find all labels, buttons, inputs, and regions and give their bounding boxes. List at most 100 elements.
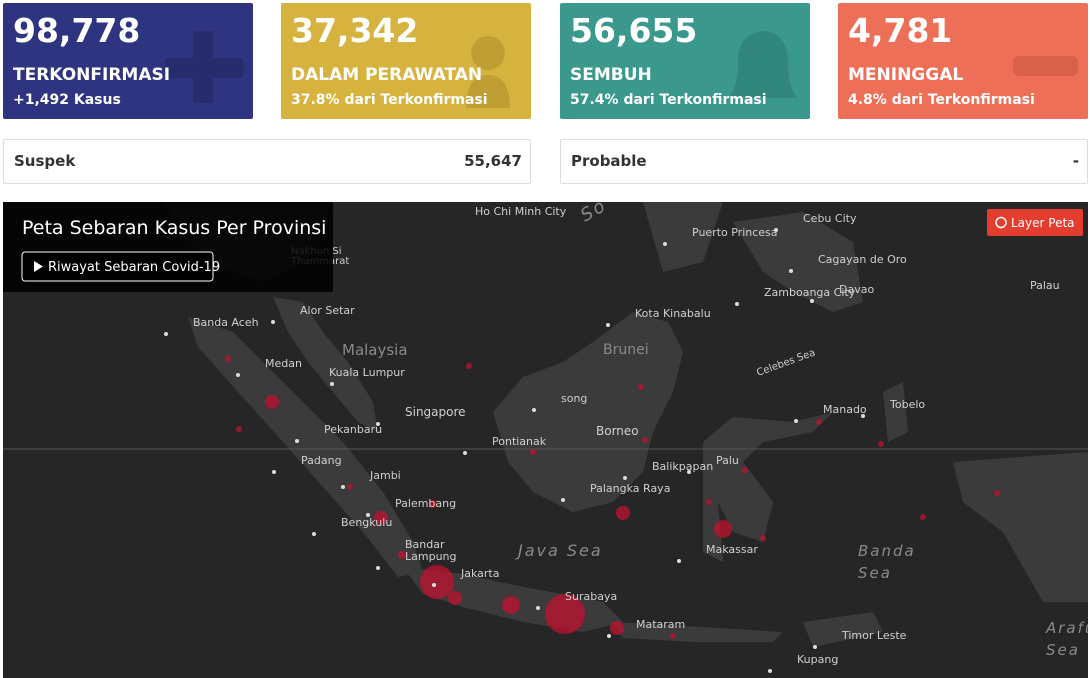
place-dot [677, 559, 681, 563]
place-label: Ho Chi Minh City [475, 205, 567, 218]
place-dot [295, 439, 299, 443]
place-label: Palangka Raya [590, 482, 670, 495]
place-dot [272, 470, 276, 474]
place-dot [532, 408, 536, 412]
place-dot [794, 419, 798, 423]
icon [1013, 56, 1078, 76]
place-dot [768, 669, 772, 673]
card-recovered: 56,655 SEMBUH 57.4% dari Terkonfirmasi [560, 3, 810, 119]
place-label: Kuala Lumpur [329, 366, 405, 379]
sub: 37.8% dari Terkonfirmasi [291, 92, 488, 108]
place-dot [623, 476, 627, 480]
place-label: Bengkulu [341, 516, 392, 529]
value: 37,342 [291, 11, 419, 50]
place-dot [774, 228, 778, 232]
place-dot [687, 470, 691, 474]
place-label: Tobelo [889, 398, 925, 411]
place-dot [861, 414, 865, 418]
history-button[interactable] [21, 251, 214, 282]
place-label: Mataram [636, 618, 685, 631]
map[interactable]: Ho Chi Minh City Cebu City Puerto Princesa… [3, 202, 1088, 678]
map-canvas: Ho Chi Minh City Cebu City Puerto Princesa… [3, 202, 1088, 673]
stat-label: Probable [571, 152, 647, 170]
stat-label: Suspek [14, 152, 76, 170]
stat-value: - [1072, 152, 1079, 170]
stat-suspect: Suspek 55,647 [3, 139, 531, 184]
place-label: song [561, 392, 587, 405]
stat-value: 55,647 [464, 152, 522, 170]
place-label: So [577, 202, 610, 226]
place-label: Pekanbaru [324, 423, 382, 436]
place-label: Timor Leste [841, 629, 907, 642]
place-dot [735, 302, 739, 306]
place-label: Banda [858, 542, 916, 560]
layer-icon [995, 216, 1007, 229]
place-label: Borneo [596, 424, 639, 438]
place-label: Makassar [706, 543, 758, 556]
place-dot [536, 606, 540, 610]
place-label: Lampung [405, 550, 457, 563]
card-treated: 37,342 DALAM PERAWATAN 37.8% dari Terkon… [281, 3, 531, 119]
label: DALAM PERAWATAN [291, 65, 483, 85]
place-dot [463, 451, 467, 455]
place-label: Balikpapan [652, 460, 713, 473]
place-label: Celebes Sea [755, 347, 817, 378]
place-label: Zamboanga City [764, 286, 856, 299]
icon [466, 36, 510, 108]
place-dot [341, 485, 345, 489]
place-dot [561, 498, 565, 502]
place-dot [330, 382, 334, 386]
sub: +1,492 Kasus [13, 92, 121, 108]
place-label: Cagayan de Oro [818, 253, 907, 266]
value: 98,778 [13, 11, 141, 50]
place-label: Singapore [405, 405, 466, 419]
place-dot [810, 299, 814, 303]
place-dot [271, 320, 275, 324]
value: 56,655 [570, 11, 698, 50]
place-dot [236, 373, 240, 377]
value: 4,781 [848, 11, 953, 50]
map-title: Peta Sebaran Kasus Per Provinsi [22, 217, 326, 239]
place-dot [789, 269, 793, 273]
place-label: Medan [265, 357, 302, 370]
place-label: Cebu City [803, 212, 857, 225]
place-dot [376, 566, 380, 570]
place-label: Pontianak [492, 435, 547, 448]
place-label: Alor Setar [300, 304, 355, 317]
icon [728, 31, 798, 98]
place-dot [663, 242, 667, 246]
history-button-text[interactable]: Riwayat Sebaran Covid-19 [48, 260, 220, 275]
sub: 4.8% dari Terkonfirmasi [848, 92, 1035, 108]
place-dot [164, 332, 168, 336]
case-circles [225, 356, 1000, 639]
layer-button-text[interactable]: Layer Peta [1011, 216, 1075, 230]
place-dot [312, 532, 316, 536]
place-label: Puerto Princesa [692, 226, 778, 239]
label: SEMBUH [570, 65, 652, 85]
place-label: Kupang [797, 653, 838, 666]
place-label: Manado [823, 403, 867, 416]
place-label: Sea [858, 564, 892, 582]
place-label: Banda Aceh [193, 316, 259, 329]
place-label: Padang [301, 454, 342, 467]
place-label: Kota Kinabalu [635, 307, 711, 320]
place-label: Palau [1030, 279, 1060, 292]
place-label: Sea [1046, 641, 1080, 659]
icon [165, 31, 243, 103]
place-label: Java Sea [515, 541, 603, 560]
layer-button[interactable] [987, 209, 1083, 236]
place-label: Jakarta [460, 567, 499, 580]
place-label: Surabaya [565, 590, 617, 603]
label: TERKONFIRMASI [13, 65, 171, 85]
place-label: Palembang [395, 497, 456, 510]
place-label: Jambi [369, 469, 401, 482]
place-dot [366, 513, 370, 517]
place-label: Malaysia [342, 341, 408, 359]
play-icon [34, 261, 43, 272]
place-label: Brunei [603, 342, 649, 358]
place-dot [432, 583, 436, 587]
place-dot [606, 323, 610, 327]
place-dot [376, 422, 380, 426]
card-deaths: 4,781 MENINGGAL 4.8% dari Terkonfirmasi [838, 3, 1088, 119]
place-label: Davao [839, 283, 874, 296]
